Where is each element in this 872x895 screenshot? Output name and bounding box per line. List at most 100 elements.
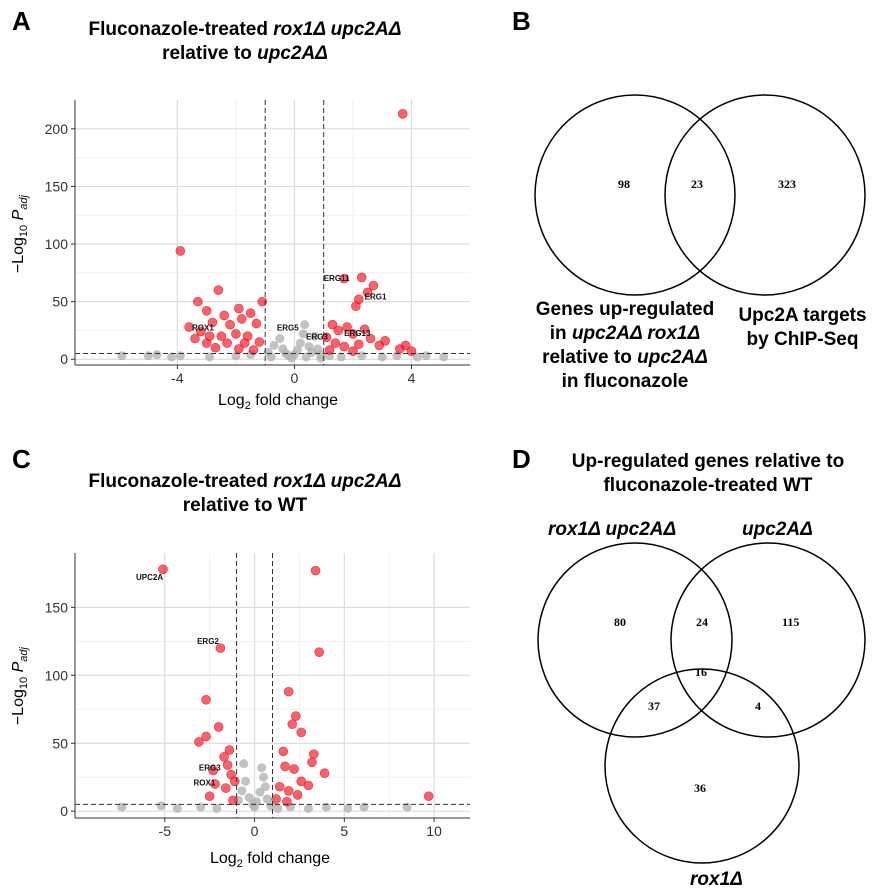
significant-point xyxy=(289,764,299,774)
nonsignificant-point xyxy=(310,331,320,341)
gene-label: ERG5 xyxy=(277,323,299,332)
venn-d-circle-1 xyxy=(537,542,733,738)
panel-b-venn: 98 23 323 xyxy=(534,94,866,296)
b-right-l2: by ChIP-Seq xyxy=(746,329,859,350)
x-tick-label: 10 xyxy=(426,823,442,839)
y-tick-label: 100 xyxy=(45,667,69,683)
panel-c-title-genotype: rox1Δ upc2AΔ xyxy=(273,471,402,492)
significant-point xyxy=(283,786,294,796)
panel-c-title-text: Fluconazole-treated xyxy=(88,471,274,492)
panel-b-left-label: Genes up-regulated in upc2AΔ rox1Δ relat… xyxy=(515,298,735,394)
y-tick-label: 50 xyxy=(52,735,68,751)
panel-c-xlabel: Log2 fold change xyxy=(210,850,330,870)
significant-point xyxy=(308,749,319,759)
nonsignificant-point xyxy=(172,803,182,813)
nonsignificant-point xyxy=(439,352,449,362)
nonsignificant-point xyxy=(303,803,313,813)
panel-d-title-l2: fluconazole-treated WT xyxy=(603,475,813,496)
significant-point xyxy=(271,794,281,804)
gene-label: ERG3 xyxy=(199,763,221,772)
panel-c-ylabel-p: P xyxy=(9,661,27,673)
significant-point xyxy=(303,780,314,791)
significant-point xyxy=(219,310,230,321)
nonsignificant-point xyxy=(262,794,272,804)
significant-point xyxy=(245,308,256,318)
significant-point xyxy=(397,109,408,119)
significant-point xyxy=(254,337,265,347)
nonsignificant-point xyxy=(257,763,267,773)
x-tick-label: 0 xyxy=(291,370,299,386)
panel-d-title: Up-regulated genes relative to fluconazo… xyxy=(548,450,868,498)
panel-d-letter: D xyxy=(512,444,531,474)
venn-d-count-s2-s3: 4 xyxy=(755,699,761,713)
nonsignificant-point xyxy=(239,759,249,769)
gene-label: ERG13 xyxy=(344,329,371,338)
gene-label: ERG3 xyxy=(306,333,328,342)
significant-point xyxy=(291,711,301,721)
significant-point xyxy=(204,331,215,341)
nonsignificant-point xyxy=(421,351,431,361)
gene-label: ERG11 xyxy=(324,274,350,283)
significant-point xyxy=(321,332,332,343)
significant-point xyxy=(339,341,349,352)
nonsignificant-point xyxy=(336,352,346,362)
significant-point xyxy=(278,746,289,757)
significant-point xyxy=(296,776,307,787)
panel-a-title-text: Fluconazole-treated xyxy=(88,19,274,40)
nonsignificant-point xyxy=(167,352,177,362)
significant-point xyxy=(368,280,379,291)
panel-a-ylabel: −Log10 Padj xyxy=(10,164,30,304)
panel-a-title: Fluconazole-treated rox1Δ upc2AΔ relativ… xyxy=(60,18,430,66)
nonsignificant-point xyxy=(300,320,310,330)
x-tick-label: 0 xyxy=(251,823,259,839)
nonsignificant-point xyxy=(143,351,153,361)
significant-point xyxy=(251,318,262,329)
significant-point xyxy=(213,722,224,732)
significant-point xyxy=(207,317,218,328)
significant-point xyxy=(193,296,203,307)
significant-point xyxy=(201,306,212,316)
significant-point xyxy=(228,795,238,806)
d-set2-text: upc2AΔ xyxy=(742,519,813,540)
nonsignificant-point xyxy=(275,334,285,343)
panel-a-xlabel: Log2 fold change xyxy=(218,392,338,412)
panel-a-volcano-plot: -4 0 4 0 50 100 150 200 ERG11 ERG1 ERG5 ERG3 ERG13 RO… xyxy=(45,100,470,386)
venn-d-count-s1-s2: 24 xyxy=(696,615,708,629)
venn-d-count-all: 16 xyxy=(695,665,707,679)
venn-d-count-s2-only: 115 xyxy=(782,615,799,629)
nonsignificant-point xyxy=(244,793,254,803)
b-left-l2b: upc2AΔ rox1Δ xyxy=(571,323,701,344)
significant-point xyxy=(239,338,250,348)
significant-point xyxy=(310,565,321,576)
panel-d-set2-label: upc2AΔ xyxy=(742,518,842,542)
nonsignificant-point xyxy=(117,351,127,361)
significant-point xyxy=(280,761,290,772)
panel-a-ylabel-text: −Log xyxy=(9,237,27,274)
venn-d-count-s3-only: 36 xyxy=(694,781,706,795)
significant-point xyxy=(190,333,200,344)
b-left-l2a: in xyxy=(549,323,572,344)
panel-a-xlabel-sub: 2 xyxy=(244,400,251,413)
nonsignificant-point xyxy=(273,803,283,813)
significant-point xyxy=(222,338,232,348)
significant-point xyxy=(194,737,204,747)
nonsignificant-point xyxy=(269,340,279,350)
x-tick-label: -5 xyxy=(159,823,172,839)
nonsignificant-point xyxy=(316,353,326,363)
nonsignificant-point xyxy=(287,353,297,363)
significant-point xyxy=(208,765,219,776)
nonsignificant-point xyxy=(260,782,270,792)
significant-point xyxy=(319,768,330,778)
venn-d-count-s1-only: 80 xyxy=(614,615,626,629)
b-left-l3b: upc2AΔ xyxy=(637,347,708,368)
venn-b-circle-right xyxy=(664,94,866,296)
significant-point xyxy=(215,643,226,653)
significant-point xyxy=(342,322,352,332)
y-tick-label: 150 xyxy=(45,599,69,615)
b-left-l4: in fluconazole xyxy=(561,371,689,392)
panel-d-venn: 80 24 115 16 37 4 36 xyxy=(537,542,866,864)
panel-b-right-label: Upc2A targets by ChIP-Seq xyxy=(735,304,870,352)
gene-label: ROX1 xyxy=(194,778,216,787)
significant-point xyxy=(229,776,240,787)
nonsignificant-point xyxy=(175,351,185,361)
